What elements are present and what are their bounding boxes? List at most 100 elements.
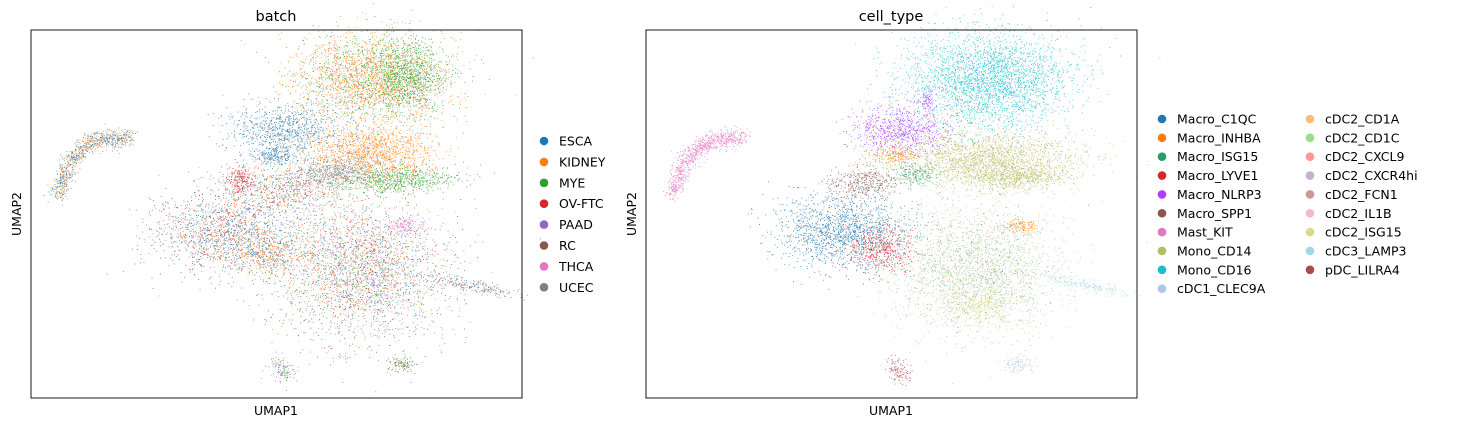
point-cloud (158, 205, 433, 348)
legend-marker (1157, 190, 1167, 199)
cell-type-points (663, 4, 1161, 387)
legend-marker (1157, 152, 1167, 161)
point-cloud (852, 4, 1161, 184)
legend-marker (1305, 227, 1315, 237)
point-cloud (836, 89, 966, 167)
legend-label: Macro_ISG15 (1177, 149, 1258, 164)
point-cloud (839, 168, 1097, 384)
point-cloud (123, 174, 351, 289)
legend-label: cDC1_CLEC9A (1177, 281, 1266, 296)
legend-label: Mono_CD16 (1177, 262, 1252, 277)
point-cloud (830, 208, 944, 285)
point-cloud (129, 177, 338, 290)
point-cloud (846, 118, 1150, 221)
legend-marker (539, 136, 549, 146)
point-cloud (47, 123, 135, 206)
legend-marker (539, 157, 549, 167)
point-cloud (351, 21, 474, 135)
legend-marker (1305, 246, 1315, 256)
cell-type-legend: Macro_C1QC Macro_INHBA Macro_ISG15 Macro_LY… (1157, 112, 1418, 296)
point-cloud (857, 192, 1148, 378)
point-cloud (286, 145, 386, 197)
legend-marker (539, 220, 549, 229)
legend-label: cDC2_CXCL9 (1325, 149, 1405, 164)
legend-label: Macro_C1QC (1177, 112, 1257, 127)
legend-label: MYE (559, 175, 585, 190)
point-cloud (996, 213, 1064, 236)
point-cloud (261, 174, 476, 383)
point-cloud (198, 159, 368, 224)
legend-label: ESCA (559, 134, 593, 149)
point-cloud (252, 164, 488, 379)
point-cloud (885, 354, 913, 387)
batch-points (43, 3, 541, 393)
point-cloud (249, 145, 302, 167)
legend-label: Macro_INHBA (1177, 130, 1261, 145)
legend-label: THCA (558, 259, 594, 274)
legend-label: cDC3_LAMP3 (1325, 243, 1407, 258)
point-cloud (387, 354, 426, 376)
cell-type-y-label: UMAP2 (624, 192, 639, 236)
legend-marker (539, 241, 549, 250)
legend-marker (1305, 171, 1315, 180)
point-cloud (242, 174, 493, 363)
point-cloud (233, 177, 541, 393)
point-cloud (663, 125, 751, 202)
point-cloud (262, 351, 299, 391)
legend-label: cDC2_CD1A (1325, 112, 1400, 127)
point-cloud (375, 215, 430, 236)
legend-marker (1157, 114, 1167, 124)
point-cloud (893, 192, 1090, 333)
point-cloud (997, 355, 1038, 374)
point-cloud (206, 171, 335, 213)
legend-marker (1305, 190, 1315, 199)
point-cloud (1026, 269, 1142, 298)
legend-marker (1157, 171, 1167, 180)
legend-label: cDC2_FCN1 (1325, 187, 1398, 202)
point-cloud (930, 159, 1087, 195)
legend-label: KIDNEY (559, 154, 606, 169)
cell-type-title: cell_type (859, 9, 924, 25)
point-cloud (418, 273, 525, 301)
legend-label: Macro_LYVE1 (1177, 168, 1258, 183)
legend-label: Mast_KIT (1177, 225, 1233, 240)
point-cloud (867, 204, 1081, 352)
legend-label: cDC2_IL1B (1325, 206, 1392, 221)
point-cloud (253, 176, 467, 383)
point-cloud (271, 357, 296, 382)
legend-marker (1305, 208, 1315, 218)
legend-marker (539, 199, 549, 208)
point-cloud (747, 169, 985, 290)
legend-marker (1305, 114, 1315, 124)
legend-label: Macro_NLRP3 (1177, 187, 1262, 202)
legend-label: cDC2_CXCR4hi (1325, 168, 1418, 183)
cell-type-panel: cell_type UMAP1 UMAP2 Macro_C1QC Macro_IN… (624, 4, 1418, 418)
legend-label: cDC2_ISG15 (1325, 225, 1402, 240)
legend-marker (539, 178, 549, 188)
point-cloud (426, 275, 528, 299)
legend-label: Mono_CD14 (1177, 243, 1252, 258)
batch-title: batch (256, 9, 297, 25)
point-cloud (218, 153, 261, 205)
point-cloud (885, 156, 942, 191)
point-cloud (223, 161, 387, 225)
point-cloud (917, 85, 937, 110)
legend-label: Macro_SPP1 (1177, 206, 1252, 221)
point-cloud (50, 128, 133, 201)
point-cloud (293, 158, 495, 206)
point-cloud (217, 168, 522, 359)
legend-label: RC (559, 238, 576, 253)
cell-type-x-label: UMAP1 (869, 403, 913, 418)
point-cloud (236, 182, 471, 365)
cell-type-plot-frame (645, 29, 1138, 399)
legend-label: cDC2_CD1C (1325, 130, 1400, 145)
batch-x-label: UMAP1 (254, 403, 298, 418)
point-cloud (873, 187, 1104, 370)
legend-marker (539, 283, 549, 292)
point-cloud (861, 142, 931, 168)
point-cloud (43, 129, 138, 198)
legend-label: OV-FTC (559, 196, 604, 211)
legend-marker (1305, 133, 1315, 143)
legend-marker (1157, 246, 1167, 256)
